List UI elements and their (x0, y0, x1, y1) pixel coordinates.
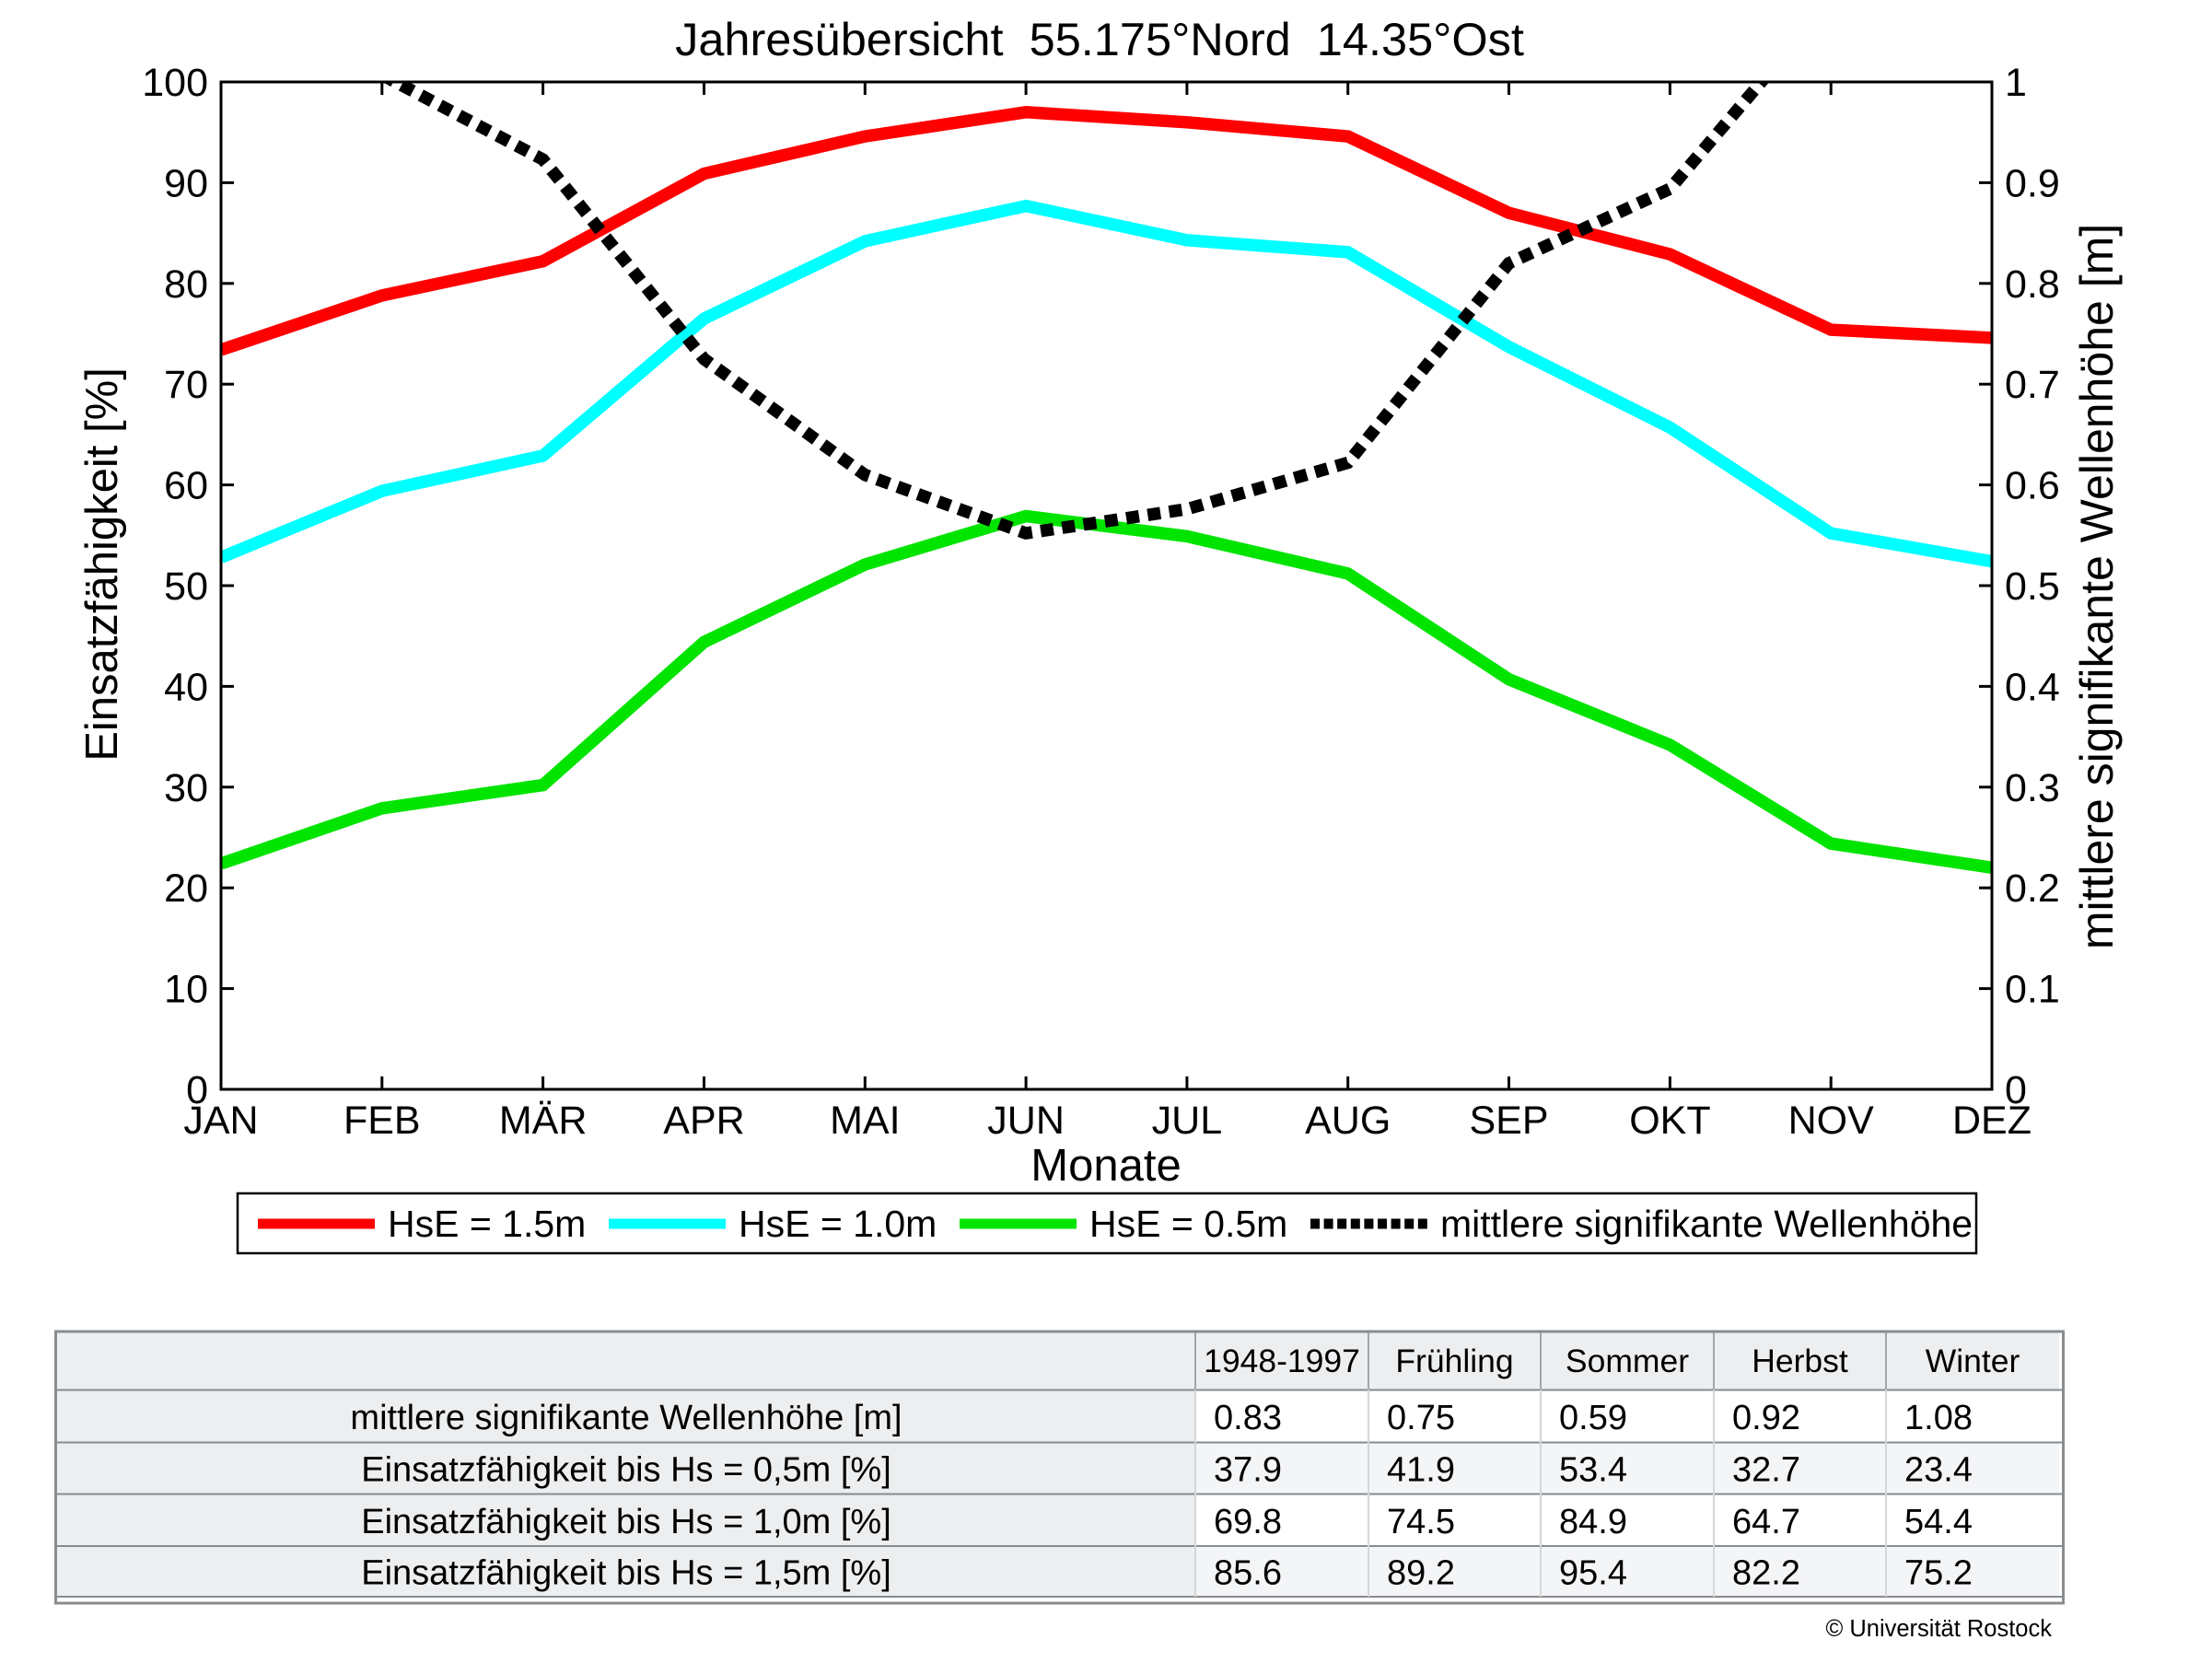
svg-text:100: 100 (142, 61, 208, 105)
svg-text:Winter: Winter (1926, 1343, 2020, 1379)
svg-text:HsE = 1.5m: HsE = 1.5m (388, 1203, 586, 1245)
svg-text:64.7: 64.7 (1732, 1503, 1800, 1541)
svg-text:20: 20 (164, 866, 208, 911)
svg-text:0.1: 0.1 (2005, 968, 2060, 1012)
svg-text:0.8: 0.8 (2005, 262, 2060, 307)
svg-text:SEP: SEP (1469, 1099, 1548, 1143)
svg-text:0.83: 0.83 (1214, 1399, 1282, 1437)
svg-text:© Universität Rostock: © Universität Rostock (1825, 1616, 2052, 1642)
svg-text:69.8: 69.8 (1214, 1503, 1282, 1541)
svg-text:50: 50 (164, 564, 208, 609)
svg-text:37.9: 37.9 (1214, 1451, 1282, 1490)
svg-text:OKT: OKT (1629, 1099, 1710, 1143)
svg-text:0: 0 (186, 1068, 208, 1112)
svg-text:70: 70 (164, 363, 208, 407)
svg-text:0.9: 0.9 (2005, 161, 2060, 205)
svg-text:Herbst: Herbst (1752, 1343, 1848, 1379)
svg-text:32.7: 32.7 (1732, 1451, 1800, 1490)
svg-text:NOV: NOV (1788, 1099, 1875, 1143)
svg-text:0.4: 0.4 (2005, 665, 2060, 709)
svg-text:Sommer: Sommer (1566, 1343, 1689, 1379)
svg-text:95.4: 95.4 (1559, 1554, 1627, 1593)
svg-text:53.4: 53.4 (1559, 1451, 1627, 1490)
svg-text:DEZ: DEZ (1952, 1099, 2032, 1143)
svg-text:AUG: AUG (1305, 1099, 1391, 1143)
svg-text:mittlere signifikante Wellenhö: mittlere signifikante Wellenhöhe [m] (350, 1399, 902, 1437)
svg-text:0.2: 0.2 (2005, 866, 2060, 911)
svg-text:0: 0 (2005, 1068, 2027, 1112)
svg-text:Jahresübersicht 55.175°Nord: Jahresübersicht 55.175°Nord 14.35°Ost (675, 13, 1524, 65)
svg-text:JUN: JUN (987, 1099, 1065, 1143)
svg-text:JUL: JUL (1152, 1099, 1222, 1143)
svg-text:MÄR: MÄR (499, 1099, 588, 1143)
svg-text:Einsatzfähigkeit bis Hs = 1,5m: Einsatzfähigkeit bis Hs = 1,5m [%] (361, 1554, 891, 1593)
svg-text:40: 40 (164, 665, 208, 709)
svg-text:0.3: 0.3 (2005, 766, 2060, 810)
svg-text:41.9: 41.9 (1387, 1451, 1455, 1490)
svg-text:0.7: 0.7 (2005, 363, 2060, 407)
svg-text:HsE = 0.5m: HsE = 0.5m (1089, 1203, 1287, 1245)
svg-text:0.92: 0.92 (1732, 1399, 1800, 1437)
svg-text:0.5: 0.5 (2005, 564, 2060, 609)
svg-text:0.6: 0.6 (2005, 464, 2060, 508)
svg-text:Einsatzfähigkeit [%]: Einsatzfähigkeit [%] (77, 367, 127, 762)
svg-text:10: 10 (164, 968, 208, 1012)
svg-text:74.5: 74.5 (1387, 1503, 1455, 1541)
svg-text:90: 90 (164, 161, 208, 205)
svg-text:75.2: 75.2 (1904, 1554, 1973, 1593)
svg-text:Monate: Monate (1030, 1141, 1181, 1191)
svg-text:0.75: 0.75 (1387, 1399, 1455, 1437)
svg-text:30: 30 (164, 766, 208, 810)
svg-text:80: 80 (164, 262, 208, 307)
svg-text:85.6: 85.6 (1214, 1554, 1282, 1593)
svg-text:mittlere signifikante Wellenhö: mittlere signifikante Wellenhöhe (1440, 1203, 1973, 1245)
svg-text:60: 60 (164, 464, 208, 508)
svg-text:23.4: 23.4 (1904, 1451, 1973, 1490)
svg-text:APR: APR (663, 1099, 744, 1143)
svg-text:84.9: 84.9 (1559, 1503, 1627, 1541)
svg-text:82.2: 82.2 (1732, 1554, 1800, 1593)
svg-text:mittlere signifikante Wellenhö: mittlere signifikante Wellenhöhe [m] (2071, 224, 2123, 949)
svg-text:0.59: 0.59 (1559, 1399, 1627, 1437)
svg-text:1948-1997: 1948-1997 (1204, 1343, 1360, 1379)
svg-text:1: 1 (2005, 61, 2027, 105)
svg-text:Einsatzfähigkeit bis Hs = 1,0m: Einsatzfähigkeit bis Hs = 1,0m [%] (361, 1503, 891, 1541)
svg-text:1.08: 1.08 (1904, 1399, 1973, 1437)
svg-text:HsE = 1.0m: HsE = 1.0m (739, 1203, 937, 1245)
svg-text:Frühling: Frühling (1395, 1343, 1513, 1379)
svg-text:MAI: MAI (830, 1099, 900, 1143)
svg-text:FEB: FEB (343, 1099, 421, 1143)
svg-text:Einsatzfähigkeit bis Hs = 0,5m: Einsatzfähigkeit bis Hs = 0,5m [%] (361, 1451, 891, 1490)
svg-text:89.2: 89.2 (1387, 1554, 1455, 1593)
svg-text:JAN: JAN (183, 1099, 258, 1143)
svg-text:54.4: 54.4 (1904, 1503, 1973, 1541)
